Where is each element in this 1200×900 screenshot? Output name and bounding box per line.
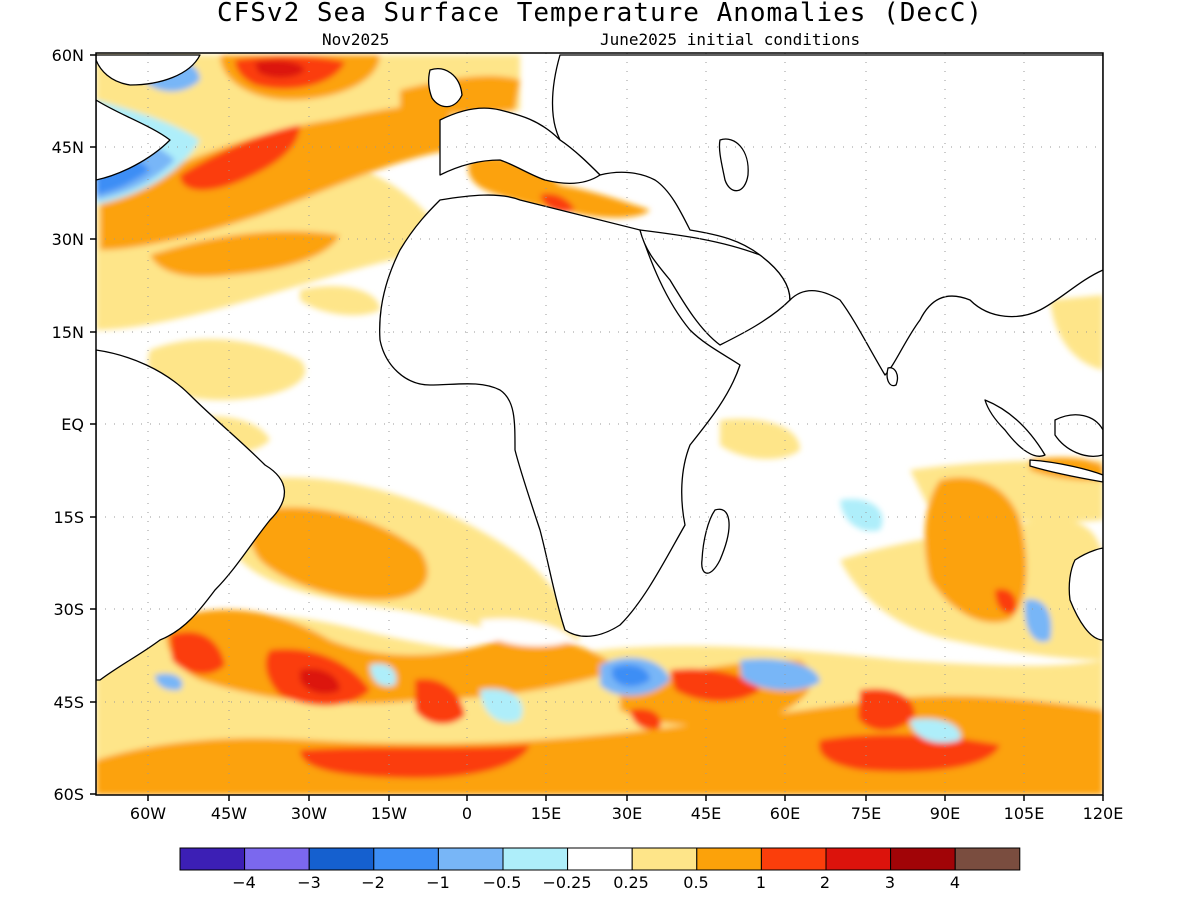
north-america-outline [96,99,171,181]
colorbar-swatch [373,847,439,871]
lon-label: 60E [770,804,800,823]
colorbar-label: 1 [756,873,766,892]
anomaly-field [96,53,1103,795]
map-title: CFSv2 Sea Surface Temperature Anomalies … [216,0,984,28]
colorbar-label: −0.25 [542,873,591,892]
europe-outline [439,107,601,184]
colorbar-boxes [179,847,1021,871]
initial-conditions-label: June2025 initial conditions [600,30,861,49]
colorbar: −4 −3 −2 −1 −0.5 −0.25 0.25 0.5 1 2 3 4 [179,847,1021,892]
lat-label: 30S [53,600,84,619]
colorbar-swatch [825,847,892,871]
colorbar-label: 4 [950,873,960,892]
sri-lanka-outline [886,367,899,387]
colorbar-swatch [760,847,827,871]
n-atlantic-warm-orange [100,105,450,250]
lat-label: 15S [53,508,84,527]
colorbar-swatch [179,847,246,871]
land-mask [96,54,1103,681]
lon-label: 30E [612,804,642,823]
lat-label: 30N [52,230,84,249]
lat-label: 45S [53,693,84,712]
colorbar-swatch [567,847,633,871]
lon-label: 105E [1004,804,1045,823]
borneo-outline [1054,414,1103,457]
colorbar-label: −0.5 [483,873,522,892]
britain-outline [428,68,463,108]
africa-outline [379,194,741,637]
colorbar-swatch [954,847,1021,871]
lon-label: 120E [1083,804,1124,823]
colorbar-label: −3 [297,873,321,892]
greenland-outline [96,54,201,86]
colorbar-label: 0.5 [683,873,708,892]
lon-label: 15E [531,804,561,823]
southern-ocean-warm-red [300,745,530,779]
colorbar-label: −4 [232,873,256,892]
longitude-labels: 60W 45W 30W 15W 0 15E 30E 45E 60E 75E 90… [130,804,1123,823]
colorbar-swatch [890,847,956,871]
caspian-sea [718,138,749,192]
java-outline [1029,459,1103,483]
latitude-labels: 60N 45N 30N 15N EQ 15S 30S 45S 60S [52,46,84,804]
colorbar-label: 0.25 [613,873,649,892]
colorbar-swatch [244,847,310,871]
colorbar-label: −2 [361,873,385,892]
lat-label: EQ [61,415,84,434]
lat-label: 15N [52,323,84,342]
colorbar-swatch [308,847,375,871]
arabia-outline [639,229,791,346]
lon-label: 15W [371,804,407,823]
lat-label: 45N [52,138,84,157]
lon-label: 90E [930,804,960,823]
australia-outline [1068,547,1103,641]
lat-label: 60N [52,46,84,65]
colorbar-swatch [437,847,504,871]
colorbar-swatch [696,847,762,871]
lon-label: 60W [130,804,166,823]
lon-label: 0 [462,804,472,823]
colorbar-swatch [631,847,698,871]
colorbar-label: 3 [885,873,895,892]
lon-label: 45W [211,804,247,823]
lat-label: 60S [53,785,84,804]
colorbar-label: 2 [820,873,830,892]
lon-label: 75E [851,804,881,823]
south-america-outline [96,349,286,681]
n-atlantic-warm-red [180,125,300,191]
sumatra-outline [984,399,1046,457]
colorbar-swatch [502,847,569,871]
colorbar-labels: −4 −3 −2 −1 −0.5 −0.25 0.25 0.5 1 2 3 4 [232,873,960,892]
lon-label: 30W [291,804,327,823]
lon-label: 45E [691,804,721,823]
madagascar-outline [701,508,730,574]
mediterranean-warm [468,156,650,218]
valid-date-label: Nov2025 [322,30,390,49]
colorbar-label: −1 [426,873,450,892]
